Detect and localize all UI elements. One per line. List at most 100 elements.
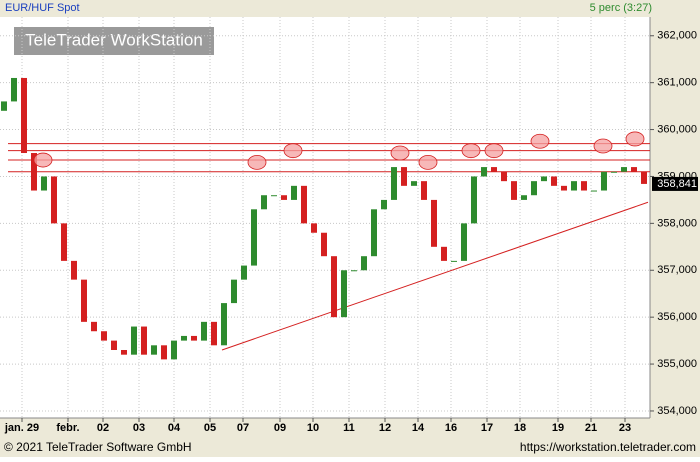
candle-body bbox=[81, 279, 87, 322]
candle-body bbox=[141, 326, 147, 355]
candle-body bbox=[11, 77, 17, 102]
candle-body bbox=[591, 190, 597, 192]
candle-body bbox=[371, 209, 377, 257]
candle-body bbox=[251, 209, 257, 266]
x-tick-label: 04 bbox=[168, 422, 181, 434]
x-axis-band bbox=[0, 418, 650, 438]
candle-body bbox=[581, 181, 587, 191]
y-tick-label: 361,000 bbox=[657, 77, 697, 89]
candle-body bbox=[191, 335, 197, 341]
candle-body bbox=[151, 345, 157, 355]
highlight-marker bbox=[33, 152, 53, 168]
highlight-marker bbox=[625, 131, 645, 147]
candle-body bbox=[71, 260, 77, 280]
footer-bar bbox=[0, 438, 700, 457]
x-tick-label: 16 bbox=[445, 422, 457, 434]
candle-body bbox=[351, 270, 357, 272]
candle-body bbox=[361, 256, 367, 271]
watermark-box bbox=[14, 27, 214, 55]
candle-body bbox=[621, 167, 627, 172]
candle-body bbox=[51, 176, 57, 224]
x-tick-label: 12 bbox=[379, 422, 391, 434]
candle-body bbox=[91, 321, 97, 332]
candle-body bbox=[421, 181, 427, 200]
footer-left: © 2021 TeleTrader Software GmbH bbox=[4, 440, 192, 454]
y-tick-label: 355,000 bbox=[657, 358, 697, 370]
candle-body bbox=[411, 181, 417, 186]
highlight-marker bbox=[484, 143, 504, 159]
candle-body bbox=[341, 270, 347, 318]
candle-body bbox=[231, 279, 237, 304]
candle-body bbox=[491, 167, 497, 172]
candle-body bbox=[381, 199, 387, 210]
y-tick-label: 360,000 bbox=[657, 123, 697, 135]
candle-body bbox=[331, 256, 337, 318]
chart-subtitle: 5 perc (3:27) bbox=[590, 2, 652, 14]
x-tick-label: jan. 29 bbox=[4, 422, 39, 434]
y-tick-label: 362,000 bbox=[657, 30, 697, 42]
x-tick-label: 10 bbox=[307, 422, 319, 434]
highlight-marker bbox=[530, 133, 550, 149]
trend-line bbox=[221, 201, 649, 351]
x-tick-label: 05 bbox=[204, 422, 216, 434]
footer-right: https://workstation.teletrader.com bbox=[520, 440, 696, 454]
candle-body bbox=[551, 176, 557, 186]
x-tick-label: 03 bbox=[133, 422, 145, 434]
candle-body bbox=[461, 223, 467, 261]
candle-body bbox=[501, 171, 507, 182]
x-tick-label: 11 bbox=[343, 422, 355, 434]
candle-body bbox=[31, 153, 37, 191]
candle-body bbox=[471, 176, 477, 224]
candle-body bbox=[161, 345, 167, 360]
candle-body bbox=[171, 340, 177, 360]
candle-body bbox=[261, 195, 267, 210]
candle-body bbox=[131, 326, 137, 355]
candle-body bbox=[61, 223, 67, 261]
x-tick-label: 18 bbox=[514, 422, 526, 434]
candle-body bbox=[521, 195, 527, 200]
candle-body bbox=[401, 167, 407, 186]
last-price-label: 358,841 bbox=[657, 178, 697, 190]
x-tick-label: 17 bbox=[481, 422, 493, 434]
header-bar bbox=[0, 0, 700, 17]
x-tick-label: 02 bbox=[97, 422, 109, 434]
highlight-marker bbox=[461, 143, 481, 159]
highlight-marker bbox=[247, 154, 267, 170]
candle-body bbox=[391, 167, 397, 200]
candle-body bbox=[181, 335, 187, 341]
candle-body bbox=[111, 340, 117, 350]
candle-body bbox=[561, 185, 567, 191]
chart-title: EUR/HUF Spot bbox=[5, 2, 80, 14]
x-tick-label: 19 bbox=[552, 422, 564, 434]
candle-body bbox=[611, 171, 617, 173]
y-tick-label: 354,000 bbox=[657, 405, 697, 417]
highlight-marker bbox=[390, 145, 410, 161]
x-tick-label: 23 bbox=[619, 422, 631, 434]
candle-body bbox=[1, 101, 7, 111]
candle-body bbox=[291, 185, 297, 200]
watermark: TeleTrader WorkStation bbox=[25, 30, 203, 49]
candle-body bbox=[511, 181, 517, 200]
candle-body bbox=[121, 349, 127, 355]
y-tick-label: 356,000 bbox=[657, 311, 697, 323]
x-tick-label: 09 bbox=[274, 422, 286, 434]
candle-body bbox=[221, 303, 227, 346]
highlight-marker bbox=[593, 138, 613, 154]
highlight-marker bbox=[418, 154, 438, 170]
candle-body bbox=[631, 167, 637, 172]
candle-body bbox=[21, 77, 27, 154]
candle-body bbox=[431, 199, 437, 247]
candle-body bbox=[451, 260, 457, 262]
y-tick-label: 357,000 bbox=[657, 264, 697, 276]
y-tick-label: 358,000 bbox=[657, 217, 697, 229]
candle-body bbox=[101, 331, 107, 341]
candle-body bbox=[531, 181, 537, 196]
candle-body bbox=[311, 223, 317, 233]
x-tick-label: 07 bbox=[237, 422, 249, 434]
y-axis-band bbox=[650, 17, 700, 438]
candle-body bbox=[201, 321, 207, 341]
highlight-marker bbox=[283, 143, 303, 159]
candle-body bbox=[541, 176, 547, 182]
candle-body bbox=[441, 246, 447, 261]
